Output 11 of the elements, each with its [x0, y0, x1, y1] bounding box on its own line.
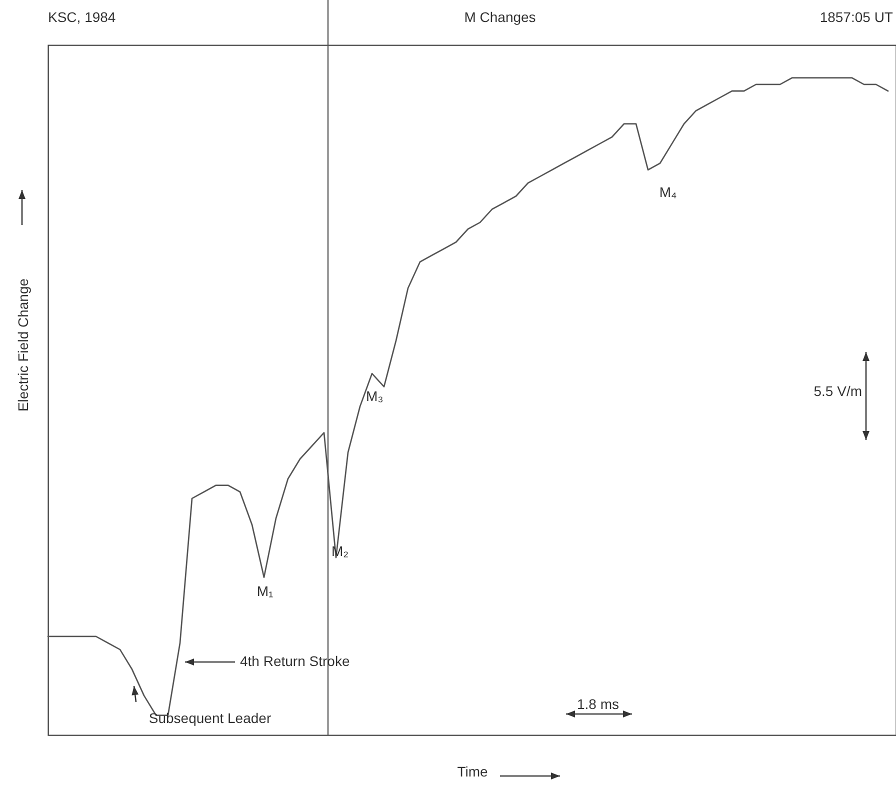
- text: KSC, 1984: [48, 9, 116, 25]
- annotation: M₄: [659, 184, 677, 200]
- annotation: M₃: [366, 388, 384, 404]
- annotation: M₁: [256, 583, 274, 599]
- chart-title: M Changes: [464, 9, 536, 25]
- x-axis-title: Time: [457, 764, 488, 780]
- y-axis-title: Electric Field Change: [15, 278, 31, 412]
- annotation: 5.5 V/m: [814, 383, 862, 399]
- annotation: 1.8 ms: [576, 696, 620, 712]
- text: 1857:05 UT: [820, 9, 894, 25]
- annotation: Subsequent Leader: [148, 710, 272, 726]
